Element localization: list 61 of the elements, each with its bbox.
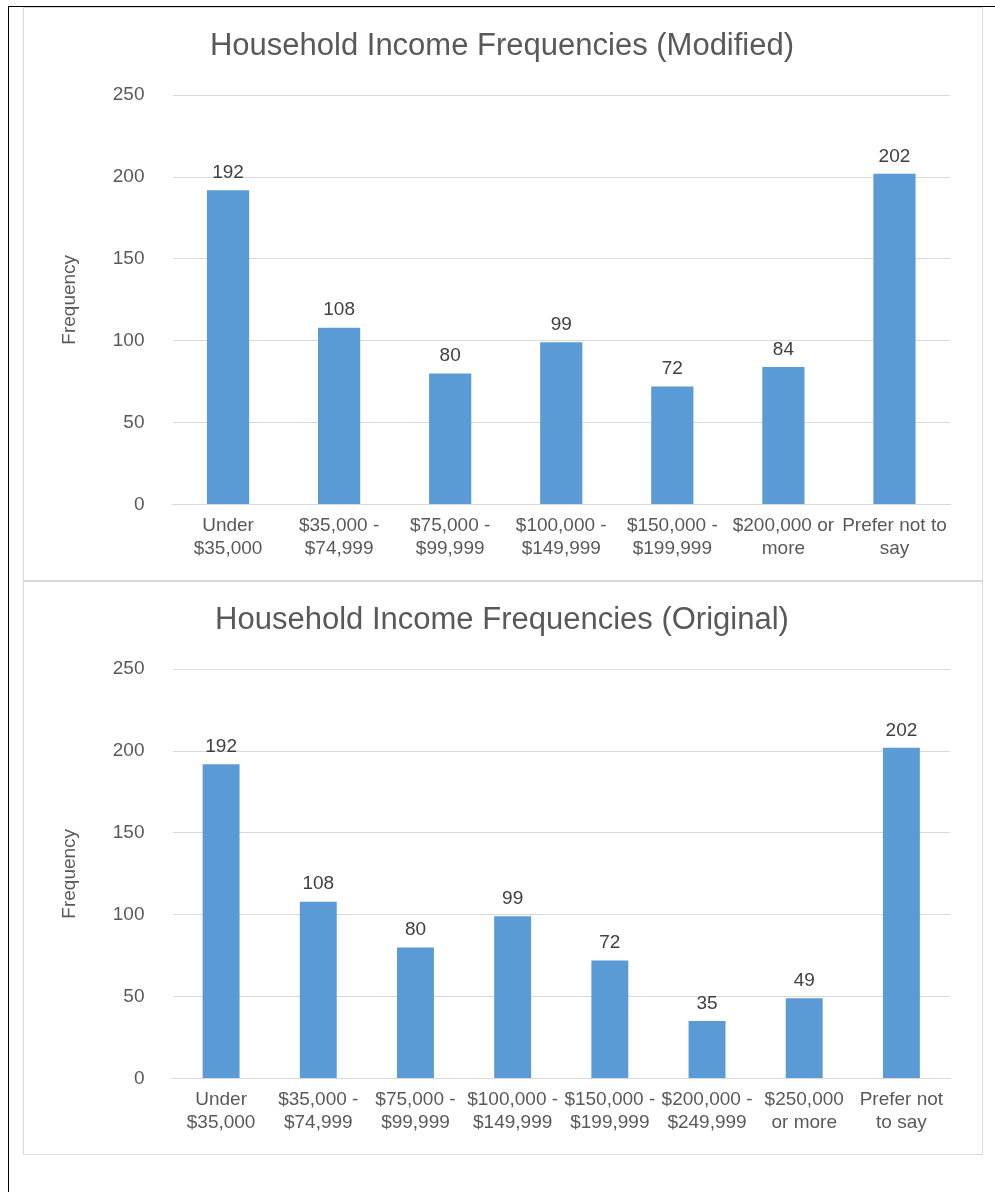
- y-tick-label: 150: [112, 247, 145, 269]
- x-tick-label: $150,000 - $199,999: [626, 514, 718, 558]
- bar: [494, 916, 532, 1078]
- x-tick-label: $250,000 or more: [764, 1088, 844, 1132]
- bar: [318, 327, 361, 504]
- x-tick-label: $200,000 or more: [732, 514, 835, 558]
- bar: [429, 373, 472, 504]
- y-tick-label: 0: [133, 1066, 145, 1088]
- y-tick-label: 250: [112, 83, 145, 105]
- x-tick-label: Prefer not to say: [859, 1088, 944, 1132]
- y-tick-label: 200: [112, 739, 145, 761]
- data-label: 99: [502, 887, 524, 909]
- x-tick-label: $75,000 - $99,999: [410, 514, 491, 558]
- bar: [540, 342, 583, 504]
- bar: [202, 764, 240, 1078]
- x-tick-label: $35,000 - $74,999: [278, 1088, 359, 1132]
- y-tick-label: 150: [112, 821, 145, 843]
- x-tick-label: $150,000 - $199,999: [564, 1088, 656, 1132]
- bar: [591, 960, 629, 1078]
- data-label: 202: [885, 718, 918, 740]
- x-tick-label: Under $35,000: [193, 514, 263, 558]
- bar: [762, 366, 805, 504]
- y-tick-label: 50: [123, 984, 145, 1006]
- data-label: 80: [439, 344, 461, 366]
- x-tick-label: $100,000 - $149,999: [515, 514, 607, 558]
- bar: [397, 947, 434, 1078]
- chart-title: Household Income Frequencies (Modified): [209, 27, 795, 63]
- y-tick-label: 100: [112, 902, 145, 924]
- y-tick-label: 0: [133, 492, 145, 514]
- bar: [688, 1021, 726, 1078]
- y-axis-title: Frequency: [57, 828, 79, 919]
- x-tick-label: $35,000 - $74,999: [298, 514, 380, 558]
- data-label: 80: [404, 918, 427, 940]
- y-tick-label: 200: [112, 165, 145, 187]
- data-label: 35: [696, 991, 718, 1013]
- data-label: 99: [550, 313, 572, 335]
- y-tick-label: 100: [112, 328, 145, 350]
- x-tick-label: $100,000 - $149,999: [467, 1088, 559, 1132]
- data-label: 192: [205, 734, 237, 756]
- data-label: 49: [793, 968, 815, 990]
- data-label: 108: [323, 298, 355, 320]
- bar: [882, 747, 920, 1078]
- data-label: 202: [878, 144, 911, 166]
- bar: [651, 386, 694, 504]
- x-tick-label: Under $35,000: [186, 1088, 256, 1132]
- y-tick-label: 50: [123, 410, 145, 432]
- data-label: 72: [599, 931, 621, 953]
- bar: [785, 998, 823, 1078]
- y-axis-title: Frequency: [57, 254, 79, 345]
- data-label: 108: [302, 872, 335, 894]
- bar: [206, 190, 250, 504]
- y-tick-label: 250: [112, 657, 145, 679]
- chart-title: Household Income Frequencies (Original): [215, 601, 789, 637]
- bar: [299, 901, 337, 1078]
- x-tick-label: Prefer not to say: [842, 514, 947, 558]
- data-label: 192: [212, 160, 244, 182]
- data-label: 72: [661, 357, 683, 379]
- x-tick-label: $75,000 - $99,999: [375, 1088, 456, 1132]
- data-label: 84: [772, 337, 795, 359]
- bar: [873, 173, 916, 504]
- x-tick-label: $200,000 - $249,999: [661, 1088, 753, 1132]
